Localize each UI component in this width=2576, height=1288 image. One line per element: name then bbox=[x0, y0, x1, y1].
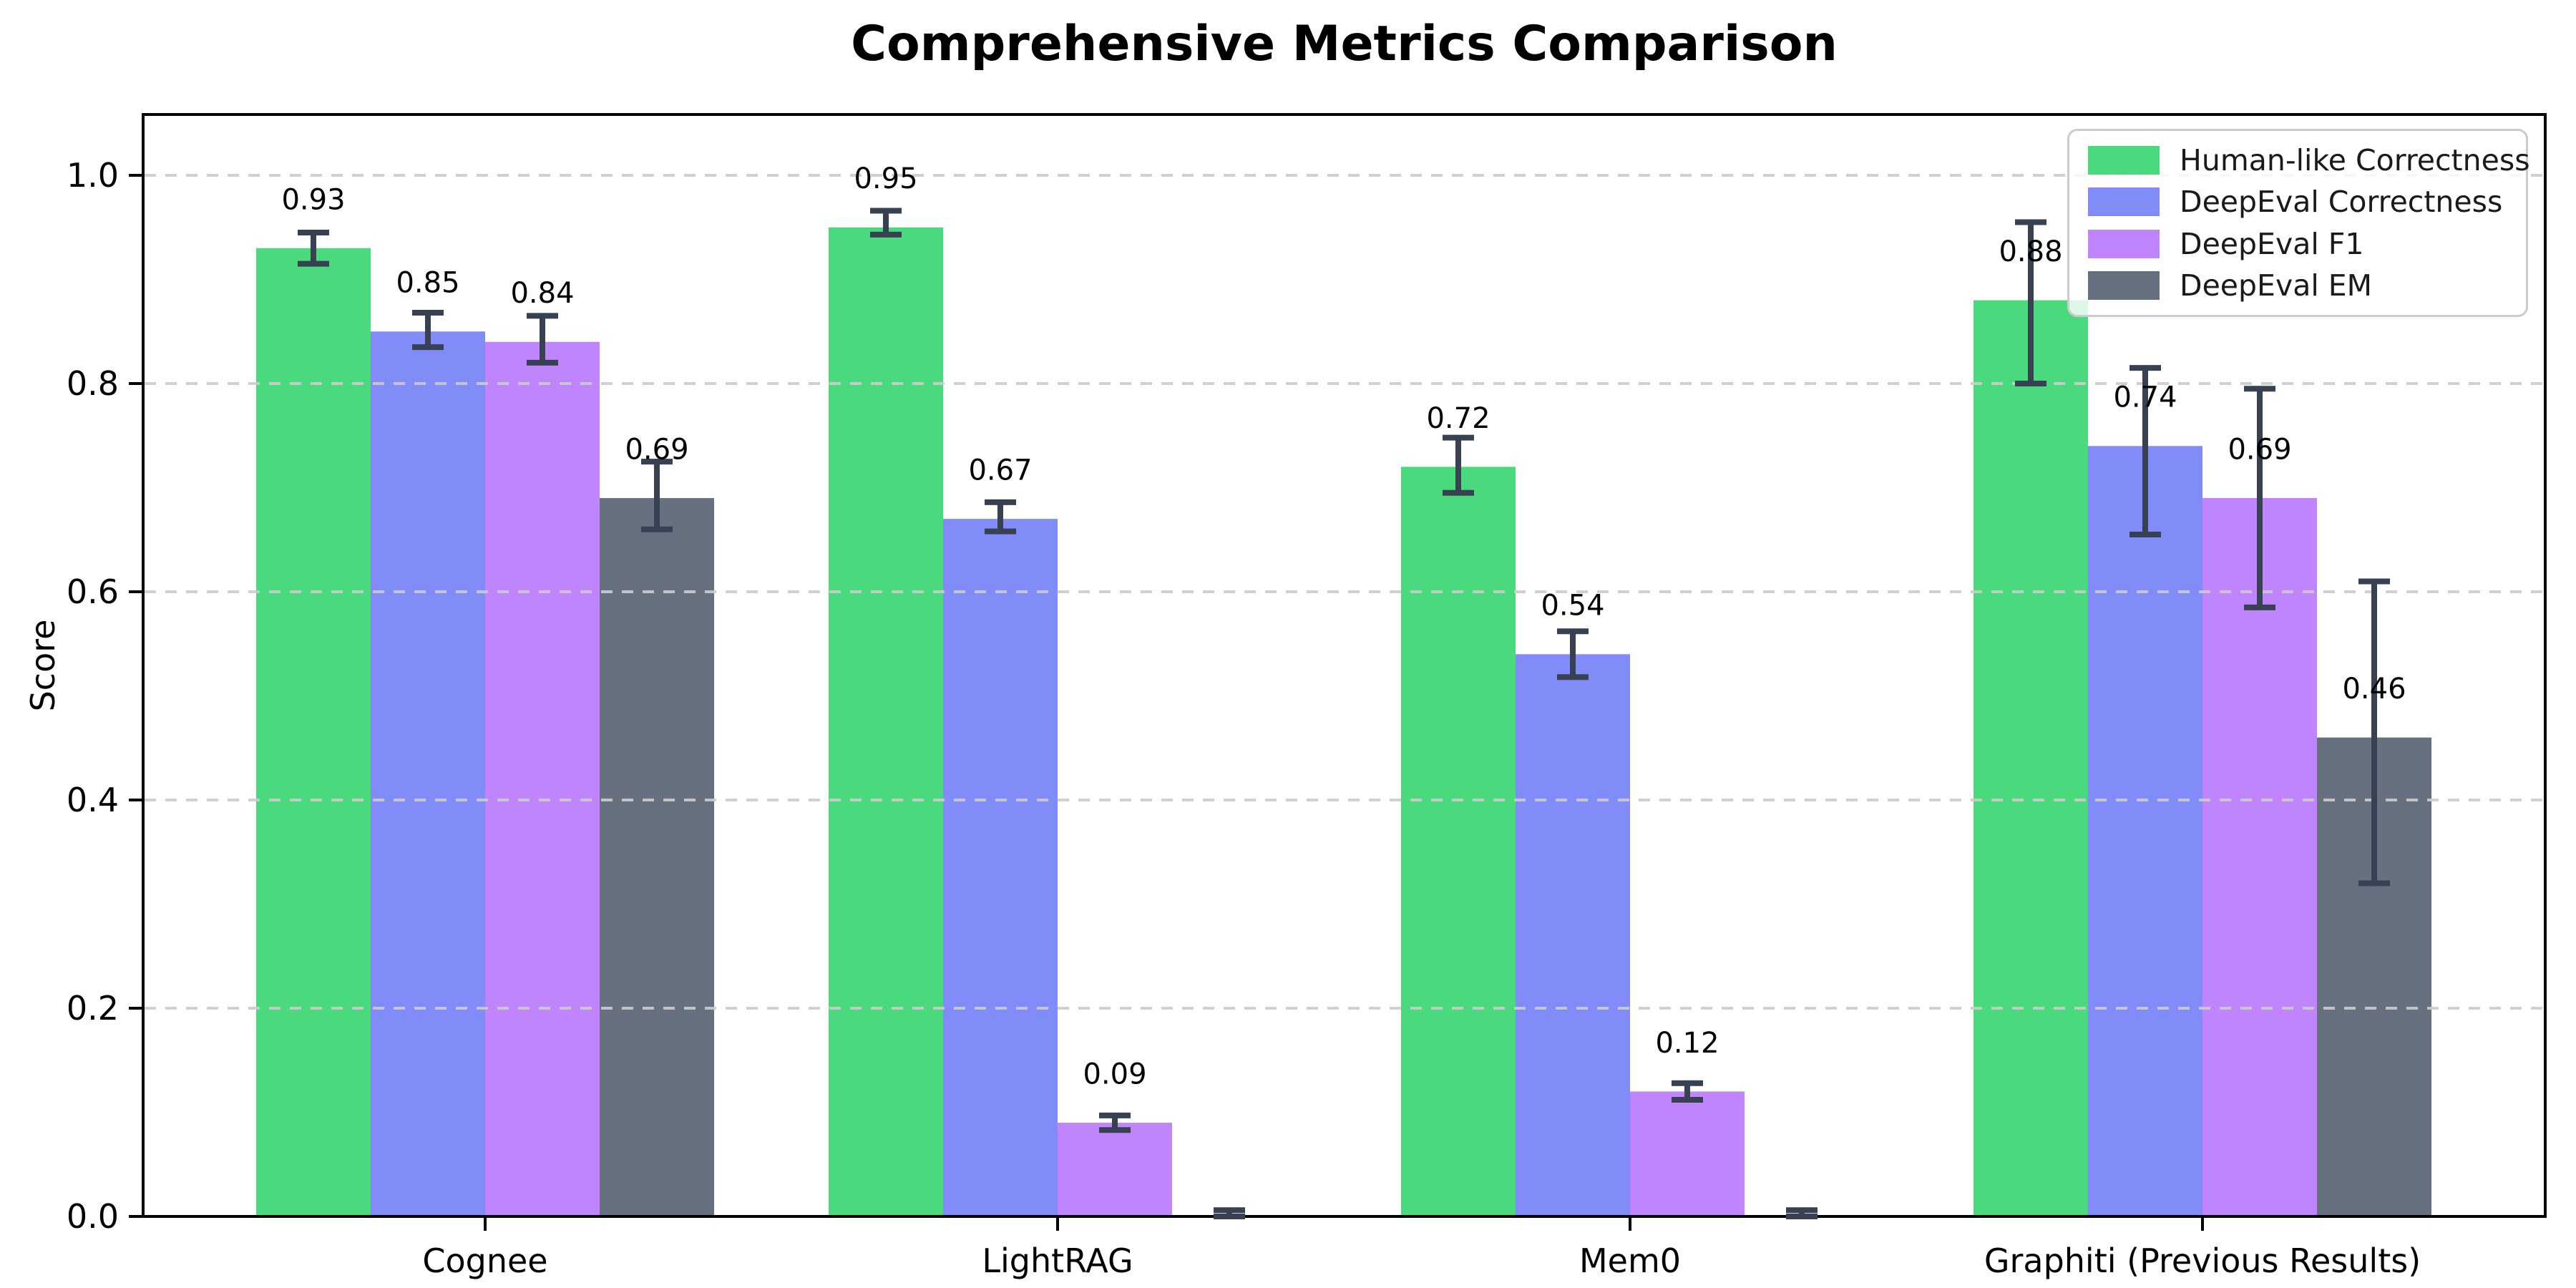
legend-item-deepeval-correctness: DeepEval Correctness bbox=[2088, 185, 2519, 219]
value-label-mem0-human-like-correctness: 0.72 bbox=[1426, 402, 1490, 435]
legend-label: Human-like Correctness bbox=[2180, 143, 2530, 178]
y-tick-label-0.2: 0.2 bbox=[67, 989, 119, 1028]
y-axis-title: Score bbox=[24, 619, 62, 712]
bar-cognee-deepeval-em bbox=[600, 498, 714, 1216]
bar-graphiti-previous-results-deepeval-correctness bbox=[2088, 446, 2202, 1216]
legend-label: DeepEval F1 bbox=[2180, 226, 2364, 261]
axes-border bbox=[142, 113, 2547, 1218]
legend-label: DeepEval EM bbox=[2180, 268, 2373, 303]
bar-lightrag-human-like-correctness bbox=[829, 227, 943, 1216]
x-tick-label-mem0: Mem0 bbox=[1579, 1241, 1681, 1280]
y-tick-label-0.6: 0.6 bbox=[67, 572, 119, 611]
x-tick-label-cognee: Cognee bbox=[422, 1241, 547, 1280]
value-label-lightrag-deepeval-correctness: 0.67 bbox=[968, 454, 1032, 487]
value-label-cognee-deepeval-f1: 0.84 bbox=[510, 277, 574, 310]
value-label-graphiti-previous-results-deepeval-em: 0.46 bbox=[2342, 673, 2406, 706]
legend-swatch-human-like-correctness bbox=[2088, 146, 2160, 175]
value-label-cognee-human-like-correctness: 0.93 bbox=[281, 183, 345, 216]
bar-lightrag-deepeval-f1 bbox=[1058, 1123, 1172, 1216]
legend-item-human-like-correctness: Human-like Correctness bbox=[2088, 143, 2530, 177]
bar-mem0-deepeval-correctness bbox=[1516, 654, 1630, 1216]
bar-graphiti-previous-results-deepeval-f1 bbox=[2202, 498, 2317, 1216]
chart-title: Comprehensive Metrics Comparison bbox=[851, 16, 1838, 72]
y-tick-label-0.8: 0.8 bbox=[67, 364, 119, 403]
bar-mem0-deepeval-f1 bbox=[1630, 1091, 1745, 1216]
legend-item-deepeval-f1: DeepEval F1 bbox=[2088, 227, 2519, 261]
bar-lightrag-deepeval-correctness bbox=[943, 519, 1058, 1216]
value-label-lightrag-human-like-correctness: 0.95 bbox=[854, 162, 917, 195]
legend-swatch-deepeval-em bbox=[2088, 270, 2160, 300]
legend-item-deepeval-em: DeepEval EM bbox=[2088, 268, 2519, 303]
legend-swatch-deepeval-correctness bbox=[2088, 187, 2160, 217]
bar-mem0-human-like-correctness bbox=[1401, 467, 1516, 1216]
value-label-cognee-deepeval-correctness: 0.85 bbox=[396, 267, 459, 300]
y-tick-label-0.4: 0.4 bbox=[67, 781, 119, 819]
x-tick-label-graphiti-previous-results: Graphiti (Previous Results) bbox=[1984, 1241, 2421, 1280]
legend: Human-like Correctness DeepEval Correctne… bbox=[2067, 129, 2530, 317]
y-tick-label-0.0: 0.0 bbox=[67, 1197, 119, 1236]
legend-label: DeepEval Correctness bbox=[2180, 185, 2503, 220]
value-label-cognee-deepeval-em: 0.69 bbox=[625, 433, 688, 466]
value-label-graphiti-previous-results-deepeval-f1: 0.69 bbox=[2228, 433, 2291, 466]
y-tick-label-1.0: 1.0 bbox=[67, 156, 119, 195]
value-label-graphiti-previous-results-deepeval-correctness: 0.74 bbox=[2113, 381, 2177, 414]
value-label-mem0-deepeval-correctness: 0.54 bbox=[1541, 590, 1604, 623]
bar-cognee-human-like-correctness bbox=[256, 248, 371, 1217]
x-tick-label-lightrag: LightRAG bbox=[982, 1241, 1133, 1280]
bar-cognee-deepeval-correctness bbox=[371, 331, 485, 1216]
value-label-mem0-deepeval-f1: 0.12 bbox=[1655, 1027, 1719, 1060]
bar-cognee-deepeval-f1 bbox=[485, 341, 600, 1216]
bar-graphiti-previous-results-human-like-correctness bbox=[1974, 300, 2088, 1217]
legend-swatch-deepeval-f1 bbox=[2088, 229, 2160, 258]
value-label-lightrag-deepeval-f1: 0.09 bbox=[1083, 1058, 1146, 1091]
value-label-graphiti-previous-results-human-like-correctness: 0.88 bbox=[1999, 235, 2062, 268]
